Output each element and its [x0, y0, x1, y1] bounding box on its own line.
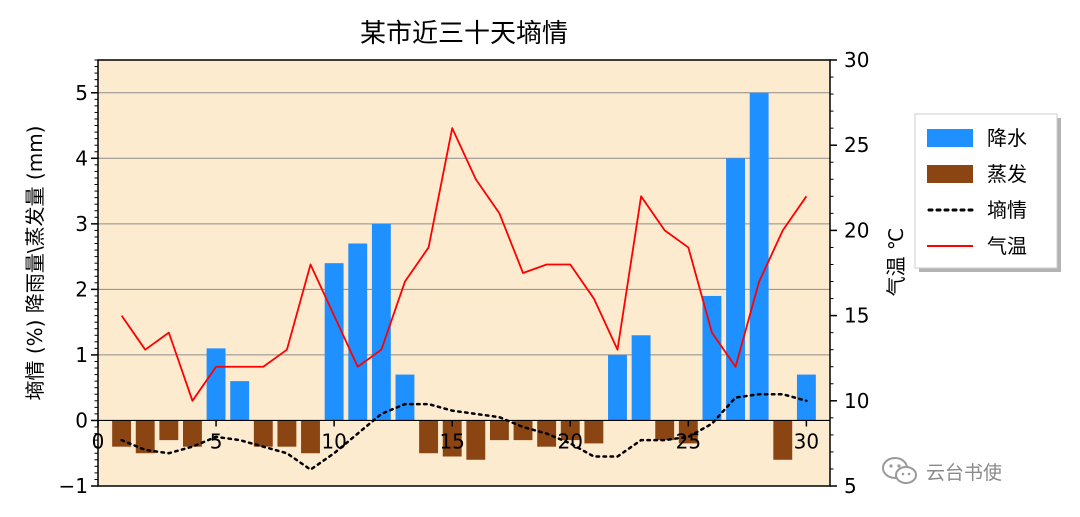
evap-bar: [135, 420, 155, 454]
plot-frame: [97, 59, 831, 487]
evap-bar: [159, 420, 179, 441]
x-tick-label: 0: [92, 429, 105, 453]
watermark: 云台书使: [880, 455, 1002, 487]
bars: [112, 92, 816, 460]
y-left-tick-label: 5: [75, 81, 88, 105]
precip-bar: [702, 295, 722, 421]
legend-label: 气温: [987, 234, 1027, 258]
evap-bar: [466, 420, 486, 460]
y-left-tick-label: 1: [75, 343, 88, 367]
y-right-tick-label: 25: [844, 133, 869, 157]
evap-bar: [489, 420, 509, 441]
evap-bar: [560, 420, 580, 441]
evap-bar: [513, 420, 533, 441]
evap-bar: [442, 420, 462, 457]
legend-swatch: [927, 165, 973, 183]
evap-bar: [419, 420, 439, 454]
precip-bar: [230, 381, 250, 421]
precip-bar: [348, 243, 368, 421]
y-right-tick-label: 5: [844, 474, 857, 498]
evap-bar: [277, 420, 297, 447]
evap-bar: [253, 420, 273, 447]
precip-bar: [206, 348, 226, 421]
precip-bar: [726, 158, 745, 421]
y-left-tick-label: 0: [75, 408, 88, 432]
y-right-tick-label: 20: [844, 218, 869, 242]
plot-area: [98, 60, 830, 486]
y-axis-left-label: 墒情 (%) 降雨量\蒸发量 (mm): [23, 126, 47, 401]
y-left-tick-label: −1: [59, 474, 88, 498]
legend-label: 墒情: [987, 198, 1027, 222]
precip-bar: [371, 223, 391, 421]
x-tick-label: 25: [676, 429, 701, 453]
temperature-line: [120, 127, 808, 402]
evap-bar: [112, 420, 132, 447]
precip-bar: [608, 354, 627, 421]
evap-bar: [655, 420, 675, 441]
wechat-icon: [882, 457, 917, 484]
precip-bar: [395, 374, 415, 421]
x-tick-label: 10: [321, 429, 346, 453]
y-right-tick-label: 30: [844, 48, 869, 72]
evap-bar: [301, 420, 320, 454]
x-tick-label: 30: [794, 429, 819, 453]
precip-bar: [324, 263, 344, 421]
watermark-text: 云台书使: [926, 461, 1003, 484]
chart-title: 某市近三十天墒情: [360, 19, 568, 49]
y-left-tick-label: 4: [75, 146, 88, 170]
legend-label: 蒸发: [987, 162, 1027, 186]
legend-swatch: [927, 129, 973, 147]
soil-moisture-line: [120, 392, 808, 472]
y-left-tick-label: 3: [75, 212, 88, 236]
x-tick-label: 20: [558, 429, 583, 453]
precip-bar: [796, 374, 816, 421]
y-axis-right-label: 气温 ℃: [884, 228, 908, 297]
y-right-tick-label: 10: [844, 389, 869, 413]
y-left-tick-label: 2: [75, 277, 88, 301]
evap-bar: [773, 420, 793, 460]
y-right-tick-label: 15: [844, 304, 869, 328]
evap-bar: [183, 420, 202, 447]
x-tick-label: 15: [439, 429, 464, 453]
legend-label: 降水: [987, 126, 1027, 150]
evap-bar: [584, 420, 604, 444]
precip-bar: [631, 335, 651, 421]
precip-bar: [749, 92, 769, 421]
x-tick-label: 5: [210, 429, 223, 453]
